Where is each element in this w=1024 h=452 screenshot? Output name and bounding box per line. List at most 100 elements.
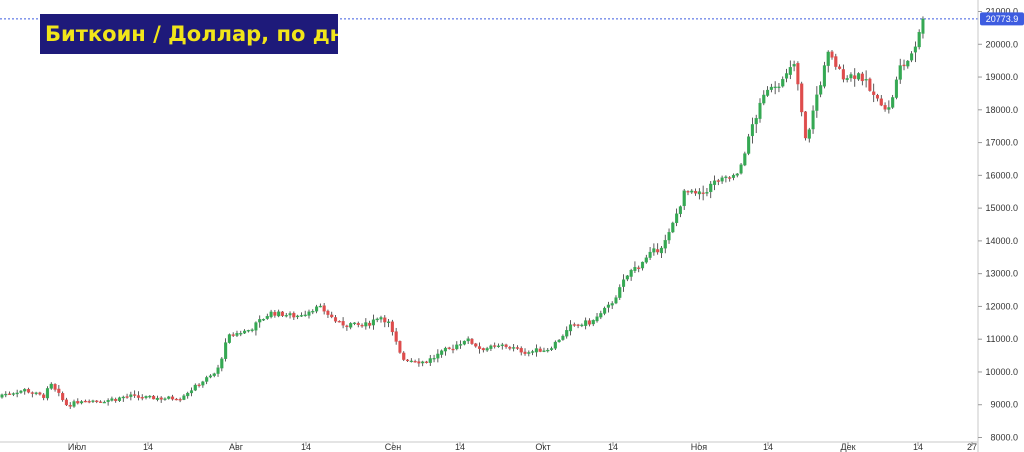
candle[interactable]: [417, 358, 421, 367]
candle[interactable]: [508, 345, 512, 351]
candle[interactable]: [758, 98, 762, 123]
candle[interactable]: [906, 60, 910, 69]
candle[interactable]: [784, 68, 789, 83]
candle[interactable]: [106, 398, 110, 406]
candle[interactable]: [841, 64, 845, 83]
candle[interactable]: [868, 77, 872, 92]
candle[interactable]: [186, 391, 190, 399]
candle[interactable]: [777, 82, 781, 93]
candle[interactable]: [735, 172, 739, 178]
candle[interactable]: [38, 391, 42, 396]
candle[interactable]: [894, 76, 898, 100]
candle[interactable]: [811, 105, 815, 134]
candle[interactable]: [296, 314, 300, 320]
candle[interactable]: [875, 93, 880, 102]
candle[interactable]: [53, 383, 57, 392]
candle[interactable]: [671, 221, 675, 234]
candle[interactable]: [622, 274, 626, 292]
candle[interactable]: [652, 243, 656, 256]
candle[interactable]: [201, 380, 205, 388]
candle[interactable]: [826, 50, 830, 73]
candle[interactable]: [705, 187, 709, 197]
candle[interactable]: [216, 364, 220, 377]
candle[interactable]: [728, 176, 732, 182]
candle[interactable]: [246, 329, 250, 333]
candle[interactable]: [803, 110, 808, 141]
candle[interactable]: [220, 357, 224, 372]
candle[interactable]: [193, 383, 197, 392]
candle[interactable]: [311, 309, 315, 315]
candle[interactable]: [576, 323, 580, 329]
candle[interactable]: [614, 295, 618, 305]
candle[interactable]: [61, 391, 65, 402]
candle[interactable]: [152, 395, 156, 400]
candle[interactable]: [743, 151, 747, 167]
candle[interactable]: [368, 320, 372, 329]
candle[interactable]: [625, 274, 629, 282]
candle[interactable]: [224, 338, 228, 362]
candle[interactable]: [572, 322, 576, 327]
candle[interactable]: [349, 322, 353, 330]
candle[interactable]: [402, 351, 406, 362]
candle[interactable]: [68, 402, 72, 409]
candle[interactable]: [531, 349, 535, 356]
candle[interactable]: [682, 188, 686, 210]
candle[interactable]: [261, 318, 266, 321]
candle[interactable]: [553, 340, 557, 350]
candle[interactable]: [500, 342, 504, 350]
candle[interactable]: [205, 375, 209, 385]
candle[interactable]: [174, 397, 178, 401]
candle[interactable]: [822, 61, 826, 89]
candle[interactable]: [318, 303, 322, 308]
candle[interactable]: [584, 317, 588, 330]
candle[interactable]: [163, 397, 167, 401]
candle[interactable]: [333, 314, 338, 323]
candle[interactable]: [485, 346, 489, 352]
candle[interactable]: [356, 321, 360, 328]
candle[interactable]: [208, 374, 213, 379]
candle[interactable]: [648, 246, 652, 260]
candle[interactable]: [178, 397, 182, 403]
candle[interactable]: [481, 347, 485, 353]
candle[interactable]: [326, 309, 330, 318]
candle[interactable]: [284, 312, 288, 318]
candle[interactable]: [762, 90, 766, 106]
candle[interactable]: [15, 389, 19, 398]
candle[interactable]: [307, 309, 311, 319]
candle[interactable]: [781, 76, 785, 88]
candle[interactable]: [459, 340, 463, 349]
candle[interactable]: [815, 86, 819, 118]
candle[interactable]: [405, 358, 410, 362]
candle[interactable]: [212, 372, 216, 378]
candle[interactable]: [189, 387, 194, 397]
candle[interactable]: [288, 311, 292, 319]
candle[interactable]: [155, 395, 159, 402]
candle[interactable]: [701, 185, 705, 201]
candle[interactable]: [610, 301, 614, 310]
candle[interactable]: [447, 346, 451, 350]
candle[interactable]: [493, 342, 497, 349]
candle[interactable]: [856, 72, 861, 81]
candle[interactable]: [603, 306, 607, 316]
candle[interactable]: [550, 346, 554, 352]
candle[interactable]: [258, 315, 262, 328]
candle[interactable]: [30, 391, 34, 398]
candle[interactable]: [466, 336, 470, 344]
candle[interactable]: [690, 189, 694, 194]
candle[interactable]: [273, 310, 277, 318]
candle[interactable]: [716, 178, 720, 186]
candle[interactable]: [845, 75, 849, 83]
candle[interactable]: [838, 64, 842, 70]
candle[interactable]: [849, 72, 853, 82]
candles[interactable]: [0, 16, 925, 409]
candle[interactable]: [898, 58, 902, 84]
candle[interactable]: [136, 391, 140, 401]
candle[interactable]: [834, 53, 838, 70]
candle[interactable]: [443, 346, 447, 356]
candle[interactable]: [280, 311, 285, 318]
candle[interactable]: [694, 188, 698, 196]
candle[interactable]: [754, 114, 758, 134]
candle[interactable]: [0, 393, 4, 399]
candle[interactable]: [800, 81, 804, 117]
candle[interactable]: [235, 330, 239, 338]
